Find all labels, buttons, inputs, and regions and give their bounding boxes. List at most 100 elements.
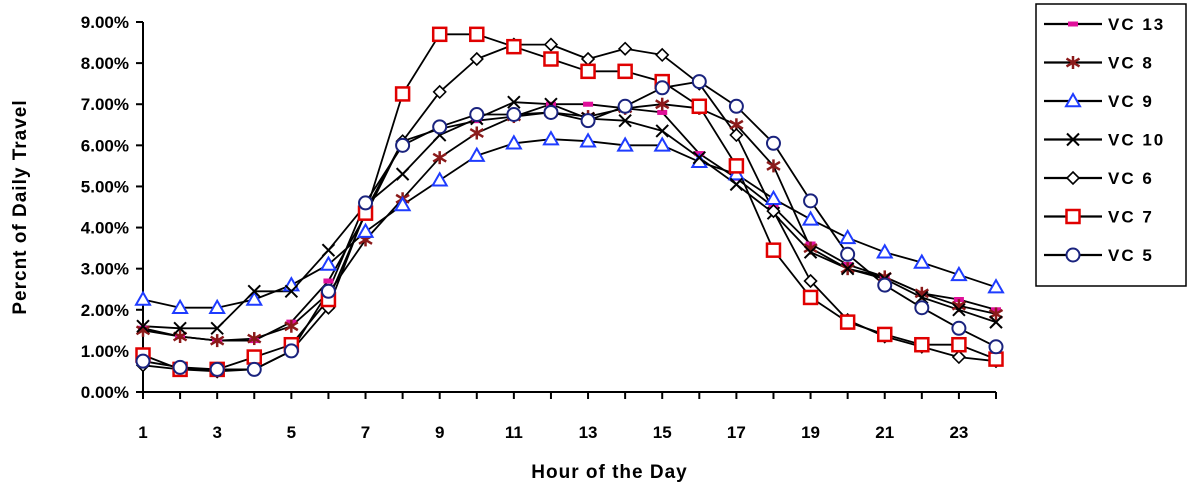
data-point-vc-9 (430, 171, 449, 187)
x-tick-label: 13 (579, 423, 598, 442)
data-point-vc-5 (580, 113, 596, 129)
data-point-vc-5 (395, 137, 411, 153)
data-point-vc-6 (617, 41, 633, 56)
data-point-vc-6 (580, 51, 596, 67)
data-point-vc-5 (617, 98, 633, 114)
series-points-vc-13 (138, 101, 1001, 344)
data-point-vc-6 (766, 203, 781, 219)
x-tick-label: 7 (361, 423, 370, 442)
data-point-vc-10 (210, 321, 224, 335)
data-point-vc-10 (173, 321, 187, 335)
y-tick-label: 9.00% (81, 13, 129, 32)
series-lines (142, 33, 997, 373)
data-point-vc-9 (579, 132, 597, 148)
series-line-vc-9 (142, 138, 997, 309)
series-markers (134, 26, 1005, 379)
data-point-vc-10 (618, 113, 632, 128)
legend-label: VC 6 (1108, 169, 1154, 188)
data-point-vc-5 (135, 353, 151, 369)
data-point-vc-5 (283, 343, 299, 359)
data-point-vc-9 (468, 146, 486, 162)
data-point-vc-5 (803, 193, 819, 209)
data-point-vc-10 (952, 303, 966, 317)
x-axis-title: Hour of the Day (531, 462, 687, 483)
series-line-vc-6 (142, 43, 997, 373)
data-point-vc-9 (208, 298, 226, 314)
data-point-vc-13 (583, 101, 594, 107)
data-point-vc-6 (469, 51, 484, 67)
data-point-vc-13 (323, 278, 334, 284)
data-point-vc-9 (913, 253, 931, 269)
series-line-vc-7 (142, 33, 997, 371)
x-tick-label: 1 (138, 423, 147, 442)
data-point-vc-9 (653, 136, 671, 152)
legend-label: VC 5 (1108, 246, 1154, 265)
data-point-vc-7 (469, 26, 485, 43)
data-point-vc-10 (803, 245, 818, 259)
data-point-vc-10 (136, 319, 150, 333)
data-point-vc-7 (876, 326, 893, 343)
data-point-vc-5 (320, 283, 336, 299)
data-point-vc-7 (394, 86, 411, 102)
legend-label: VC 8 (1108, 54, 1154, 73)
x-tick-label: 15 (653, 423, 672, 442)
data-point-vc-5 (172, 359, 188, 375)
data-point-vc-6 (729, 127, 744, 143)
data-point-vc-8 (432, 151, 447, 165)
x-tick-label: 11 (505, 423, 523, 442)
series-points-vc-7 (135, 26, 1004, 378)
data-point-vc-9 (616, 136, 634, 152)
series-line-vc-5 (142, 80, 997, 371)
data-point-vc-10 (840, 261, 855, 276)
x-tick-label: 5 (287, 423, 296, 442)
data-point-vc-8 (284, 319, 299, 333)
y-axis-title: Percnt of Daily Travel (10, 99, 31, 314)
data-point-vc-5 (765, 135, 781, 151)
data-point-vc-9 (542, 130, 560, 146)
data-point-vc-9 (801, 210, 820, 226)
data-point-vc-5 (358, 195, 374, 211)
data-point-vc-7 (839, 314, 856, 330)
data-point-vc-5 (469, 107, 485, 122)
legend-item-vc-5: VC 5 (1044, 246, 1154, 265)
x-tick-label: 21 (875, 423, 894, 442)
data-point-vc-9 (505, 134, 523, 150)
legend-marker (1065, 208, 1081, 225)
data-point-vc-10 (321, 243, 336, 257)
data-point-vc-7 (802, 289, 819, 306)
y-tick-label: 1.00% (81, 342, 129, 361)
legend-item-vc-8: VC 8 (1044, 54, 1154, 73)
data-point-vc-5 (840, 246, 856, 262)
data-point-vc-10 (655, 124, 669, 138)
data-point-vc-7 (765, 242, 782, 258)
data-point-vc-6 (951, 349, 967, 365)
series-points-vc-10 (136, 95, 1003, 335)
series-line-vc-10 (142, 101, 997, 330)
data-point-vc-8 (469, 126, 484, 140)
data-point-vc-6 (432, 84, 447, 100)
data-point-vc-10 (729, 177, 744, 192)
data-point-vc-7 (506, 38, 522, 55)
data-point-vc-5 (691, 74, 707, 90)
y-tick-label: 4.00% (81, 219, 129, 238)
data-point-vc-5 (877, 277, 893, 293)
series-points-vc-8 (135, 97, 1004, 348)
x-tick-label: 19 (801, 423, 820, 442)
data-point-vc-10 (284, 284, 299, 298)
data-point-vc-5 (654, 80, 670, 96)
data-point-vc-10 (395, 167, 410, 181)
x-tick-label: 17 (727, 423, 746, 442)
y-tick-label: 0.00% (81, 383, 129, 402)
data-point-vc-7 (246, 349, 263, 365)
x-tick-label: 23 (949, 423, 968, 442)
data-point-vc-9 (838, 228, 857, 245)
data-point-vc-9 (282, 276, 301, 292)
legend-marker (1066, 132, 1080, 147)
legend-marker (1064, 91, 1082, 108)
data-point-vc-5 (914, 300, 930, 316)
data-point-vc-9 (134, 290, 152, 306)
data-point-vc-10 (507, 95, 521, 109)
legend-label: VC 9 (1108, 92, 1154, 111)
data-point-vc-8 (655, 97, 670, 111)
legend-marker (1068, 21, 1078, 27)
